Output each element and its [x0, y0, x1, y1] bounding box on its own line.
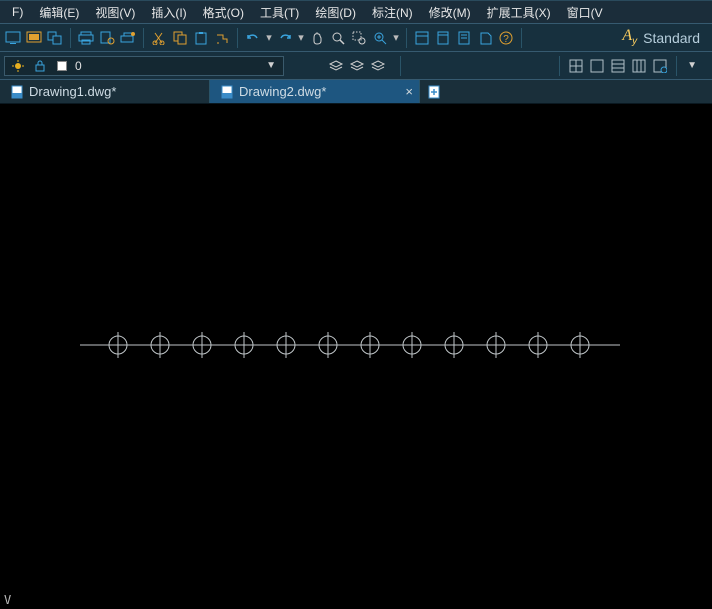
menu-item[interactable]: F)	[4, 3, 31, 21]
table-icon[interactable]	[476, 29, 494, 47]
menu-item[interactable]: 绘图(D)	[307, 2, 364, 23]
layer-combo[interactable]: 0 ▼	[4, 56, 284, 76]
menu-item[interactable]: 编辑(E)	[31, 2, 87, 23]
close-icon[interactable]: ×	[405, 84, 413, 99]
zoom-prev-icon[interactable]	[371, 29, 389, 47]
zoom-realtime-icon[interactable]	[329, 29, 347, 47]
print-preview-icon[interactable]	[98, 29, 116, 47]
menu-item[interactable]: 工具(T)	[252, 2, 307, 23]
menu-item[interactable]: 修改(M)	[421, 2, 479, 23]
chevron-down-icon[interactable]: ▼	[684, 60, 700, 71]
layer-name: 0	[75, 59, 82, 73]
sun-icon	[9, 57, 27, 75]
menu-item[interactable]: 格式(O)	[195, 2, 252, 23]
plus-icon	[427, 85, 441, 99]
separator	[237, 28, 238, 48]
zoom-window-icon[interactable]	[350, 29, 368, 47]
textstyle-label: Standard	[643, 30, 700, 46]
tab-label: Drawing2.dwg*	[239, 84, 326, 99]
print-batch-icon[interactable]	[119, 29, 137, 47]
print-icon[interactable]	[77, 29, 95, 47]
calc-icon[interactable]	[434, 29, 452, 47]
tab-add[interactable]	[420, 80, 448, 103]
separator	[521, 28, 522, 48]
menu-item[interactable]: 标注(N)	[364, 2, 421, 23]
grid3-icon[interactable]	[609, 57, 627, 75]
layers2-icon[interactable]	[348, 57, 366, 75]
main-toolbar: ▾ ▾ ▾ ? Ay Standard	[0, 24, 712, 52]
layer-color-icon	[53, 57, 71, 75]
menubar: F) 编辑(E) 视图(V) 插入(I) 格式(O) 工具(T) 绘图(D) 标…	[0, 0, 712, 24]
drawing-content	[0, 104, 712, 609]
cut-icon[interactable]	[150, 29, 168, 47]
separator	[676, 56, 677, 76]
pan-icon[interactable]	[308, 29, 326, 47]
multi-window-icon[interactable]	[46, 29, 64, 47]
menu-item[interactable]: 插入(I)	[143, 2, 194, 23]
tab-drawing1[interactable]: Drawing1.dwg*	[0, 80, 210, 103]
separator	[400, 56, 401, 76]
menu-item[interactable]: 视图(V)	[87, 2, 143, 23]
text-style-combo[interactable]: Ay Standard	[616, 27, 706, 47]
screen-orange-icon[interactable]	[25, 29, 43, 47]
undo-dd-icon[interactable]: ▾	[265, 29, 273, 47]
menu-item[interactable]: 扩展工具(X)	[479, 2, 559, 23]
match-icon[interactable]	[213, 29, 231, 47]
chevron-down-icon: ▼	[263, 60, 279, 71]
document-tabs: Drawing1.dwg* Drawing2.dwg* ×	[0, 80, 712, 104]
lock-icon	[31, 57, 49, 75]
properties-icon[interactable]	[413, 29, 431, 47]
separator	[70, 28, 71, 48]
textstyle-icon: Ay	[622, 27, 637, 47]
screen-blue-icon[interactable]	[4, 29, 22, 47]
dwg-icon	[220, 85, 234, 99]
axis-mark: V	[4, 593, 11, 607]
separator	[559, 56, 560, 76]
tab-drawing2[interactable]: Drawing2.dwg* ×	[210, 80, 420, 103]
layers3-icon[interactable]	[369, 57, 387, 75]
notes-icon[interactable]	[455, 29, 473, 47]
layers-icon[interactable]	[327, 57, 345, 75]
separator	[143, 28, 144, 48]
layer-toolbar: 0 ▼ ▼	[0, 52, 712, 80]
grid1-icon[interactable]	[567, 57, 585, 75]
redo-icon[interactable]	[276, 29, 294, 47]
dwg-icon	[10, 85, 24, 99]
tab-label: Drawing1.dwg*	[29, 84, 116, 99]
drawing-canvas[interactable]: V	[0, 104, 712, 609]
grid5-icon[interactable]	[651, 57, 669, 75]
zoom-dd-icon[interactable]: ▾	[392, 29, 400, 47]
grid2-icon[interactable]	[588, 57, 606, 75]
redo-dd-icon[interactable]: ▾	[297, 29, 305, 47]
copy-icon[interactable]	[171, 29, 189, 47]
separator	[406, 28, 407, 48]
paste-icon[interactable]	[192, 29, 210, 47]
grid4-icon[interactable]	[630, 57, 648, 75]
menu-item[interactable]: 窗口(V	[559, 2, 611, 23]
undo-icon[interactable]	[244, 29, 262, 47]
help-icon[interactable]: ?	[497, 29, 515, 47]
svg-text:?: ?	[503, 34, 509, 45]
